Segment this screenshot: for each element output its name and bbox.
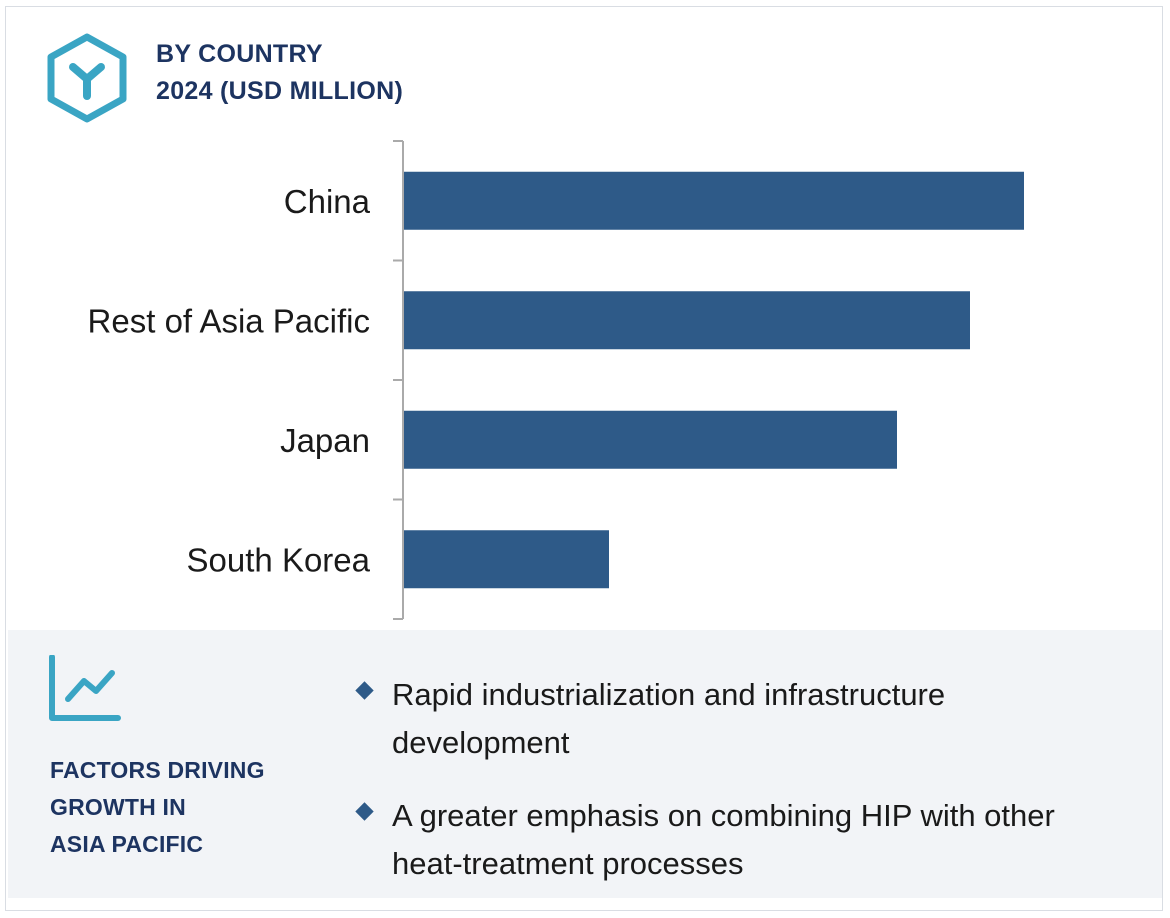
bar — [404, 530, 609, 589]
bar — [404, 171, 1024, 230]
category-label: China — [284, 183, 371, 220]
category-labels: China Rest of Asia Pacific Japan South Kore… — [88, 183, 371, 579]
chart-title-line1: BY COUNTRY — [156, 40, 323, 68]
diamond-bullet-icon — [355, 802, 374, 821]
bar — [404, 410, 897, 469]
factors-title-line1: FACTORS DRIVING — [50, 757, 265, 783]
diamond-bullet-icon — [355, 681, 374, 700]
factor-bullet-text: Rapid industrialization and infrastructu… — [392, 677, 946, 760]
growth-factors-panel: FACTORS DRIVING GROWTH IN ASIA PACIFIC R… — [8, 630, 1162, 898]
factor-bullet-text: A greater emphasis on combining HIP with… — [392, 798, 1055, 881]
category-label: Japan — [280, 422, 370, 459]
category-label: South Korea — [187, 541, 371, 578]
category-label: Rest of Asia Pacific — [88, 302, 370, 339]
bar — [404, 291, 970, 350]
factors-title-line3: ASIA PACIFIC — [50, 831, 204, 857]
chart-title-line2: 2024 (USD MILLION) — [156, 77, 404, 105]
bar-chart: China Rest of Asia Pacific Japan South Kore… — [88, 140, 1024, 620]
hexagon-y-icon — [47, 33, 127, 123]
bars — [404, 171, 1024, 589]
line-chart-icon — [49, 655, 121, 721]
y-axis — [393, 140, 404, 620]
factors-title-line2: GROWTH IN — [50, 794, 186, 820]
